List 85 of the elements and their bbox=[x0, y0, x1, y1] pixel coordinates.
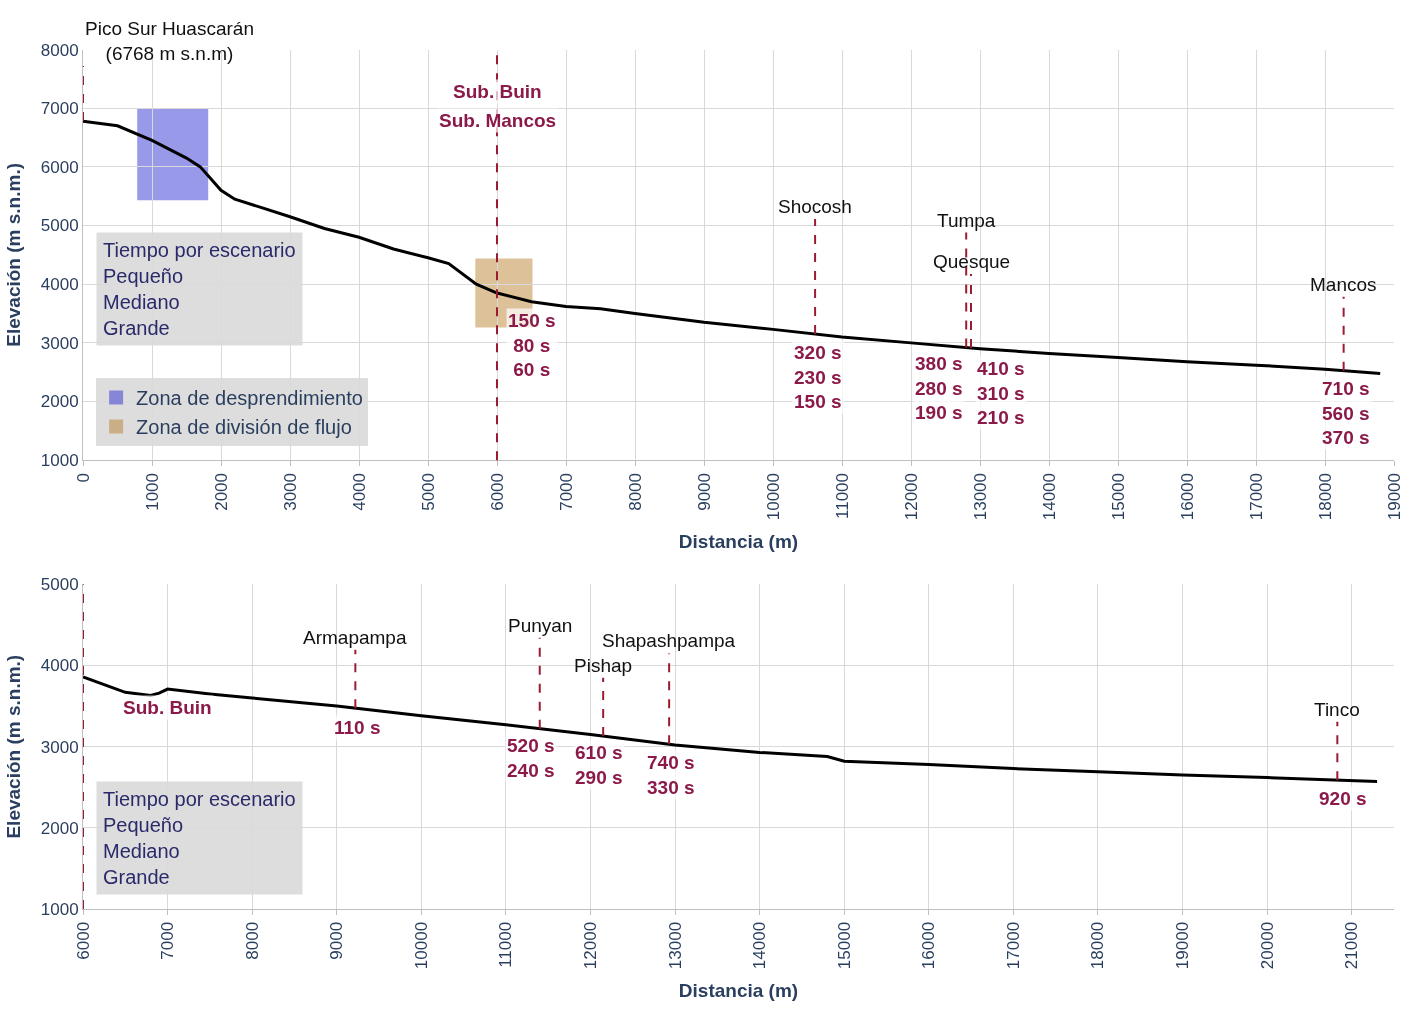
y-tick-label: 8000 bbox=[40, 40, 79, 60]
y-tick-label: 5000 bbox=[40, 216, 79, 236]
x-tick-label: 17000 bbox=[1003, 921, 1023, 970]
annotation: Mediano bbox=[103, 840, 180, 862]
annotation: 320 s 230 s 150 s bbox=[794, 342, 842, 413]
ref-line-label: Tumpa bbox=[937, 210, 996, 231]
x-tick-label: 20000 bbox=[1257, 921, 1277, 970]
x-tick-label: 10000 bbox=[763, 473, 783, 521]
annotation: 380 s 280 s 190 s bbox=[915, 353, 963, 424]
y-tick-label: 5000 bbox=[40, 575, 79, 595]
annotation: Tiempo por escenario bbox=[103, 788, 296, 810]
y-tick-label: 4000 bbox=[40, 275, 79, 295]
annotation: Sub. Mancos bbox=[439, 110, 557, 131]
y-tick-label: 1000 bbox=[40, 451, 79, 471]
x-tick-label: 7000 bbox=[158, 921, 178, 960]
x-tick-label: 4000 bbox=[349, 473, 369, 511]
x-tick-label: 10000 bbox=[411, 921, 431, 970]
x-tick-label: 21000 bbox=[1342, 921, 1362, 970]
x-tick-label: 8000 bbox=[625, 473, 645, 511]
annotation: Grande bbox=[103, 866, 170, 888]
x-tick-label: 2000 bbox=[211, 473, 231, 511]
legend-label: Zona de división de flujo bbox=[136, 416, 352, 439]
ref-line-label: Punyan bbox=[508, 615, 573, 636]
x-tick-label: 3000 bbox=[280, 473, 300, 511]
ref-line-label: Pico Sur Huascarán (6768 m s.n.m) bbox=[85, 18, 254, 64]
annotation: 920 s bbox=[1319, 788, 1367, 809]
x-tick-label: 15000 bbox=[834, 921, 854, 970]
x-tick-label: 19000 bbox=[1173, 921, 1193, 970]
annotation: Mediano bbox=[103, 291, 180, 313]
x-tick-label: 6000 bbox=[487, 473, 507, 511]
annotation: 520 s 240 s bbox=[507, 735, 555, 781]
y-tick-label: 7000 bbox=[40, 99, 79, 119]
x-tick-label: 12000 bbox=[581, 921, 601, 970]
x-tick-label: 9000 bbox=[327, 921, 347, 960]
x-axis-title: Distancia (m) bbox=[678, 531, 799, 553]
ref-line-label: Pishap bbox=[574, 655, 633, 676]
x-tick-label: 5000 bbox=[418, 473, 438, 511]
annotation: 110 s bbox=[334, 717, 381, 738]
y-axis-title: Elevación (m s.n.m.) bbox=[2, 654, 24, 839]
annotation: Sub. Buin bbox=[453, 81, 542, 102]
y-tick-label: 3000 bbox=[40, 737, 79, 757]
annotation: Pequeño bbox=[103, 265, 184, 287]
x-tick-label: 8000 bbox=[242, 921, 262, 960]
ref-line-label: Quesque bbox=[933, 251, 1011, 272]
ref-line-label: Shapashpampa bbox=[602, 630, 736, 651]
y-tick-label: 6000 bbox=[40, 157, 79, 177]
x-tick-label: 19000 bbox=[1384, 473, 1404, 521]
annotation: 740 s 330 s bbox=[647, 752, 695, 798]
annotation: 610 s 290 s bbox=[575, 742, 623, 788]
annotation: 150 s 80 s 60 s bbox=[508, 310, 556, 381]
ref-line-label: Shocosh bbox=[778, 196, 852, 217]
x-tick-label: 7000 bbox=[556, 473, 576, 511]
ref-line-label: Mancos bbox=[1310, 274, 1377, 295]
legend-label: Zona de desprendimiento bbox=[136, 387, 363, 410]
ref-line-label: Armapampa bbox=[303, 627, 407, 648]
x-tick-label: 16000 bbox=[1177, 473, 1197, 521]
annotation: 710 s 560 s 370 s bbox=[1322, 378, 1370, 449]
x-tick-label: 15000 bbox=[1108, 473, 1128, 521]
y-tick-label: 2000 bbox=[40, 392, 79, 412]
y-tick-label: 2000 bbox=[40, 818, 79, 838]
y-axis-title: Elevación (m s.n.m.) bbox=[2, 163, 24, 347]
x-tick-label: 0 bbox=[73, 473, 93, 483]
x-tick-label: 14000 bbox=[750, 921, 770, 970]
x-tick-label: 11000 bbox=[832, 473, 852, 520]
annotation: Tiempo por escenario bbox=[103, 239, 296, 261]
x-tick-label: 17000 bbox=[1246, 473, 1266, 521]
annotation: Pequeño bbox=[103, 814, 184, 836]
x-tick-label: 13000 bbox=[665, 921, 685, 970]
y-tick-label: 1000 bbox=[40, 900, 79, 919]
ref-line-label: Tinco bbox=[1314, 699, 1360, 720]
annotation: Sub. Buin bbox=[123, 697, 212, 718]
annotation: 410 s 310 s 210 s bbox=[977, 358, 1025, 429]
x-axis-title: Distancia (m) bbox=[678, 979, 799, 1001]
x-tick-label: 13000 bbox=[970, 473, 990, 521]
x-tick-label: 14000 bbox=[1039, 473, 1059, 521]
x-tick-label: 9000 bbox=[694, 473, 714, 511]
x-tick-label: 18000 bbox=[1315, 473, 1335, 521]
x-tick-label: 1000 bbox=[142, 473, 162, 511]
x-tick-label: 11000 bbox=[496, 921, 516, 968]
y-tick-label: 3000 bbox=[40, 333, 79, 353]
x-tick-label: 16000 bbox=[919, 921, 939, 970]
x-tick-label: 12000 bbox=[901, 473, 921, 521]
annotation: Grande bbox=[103, 317, 170, 339]
x-tick-label: 18000 bbox=[1088, 921, 1108, 970]
y-tick-label: 4000 bbox=[40, 656, 79, 676]
